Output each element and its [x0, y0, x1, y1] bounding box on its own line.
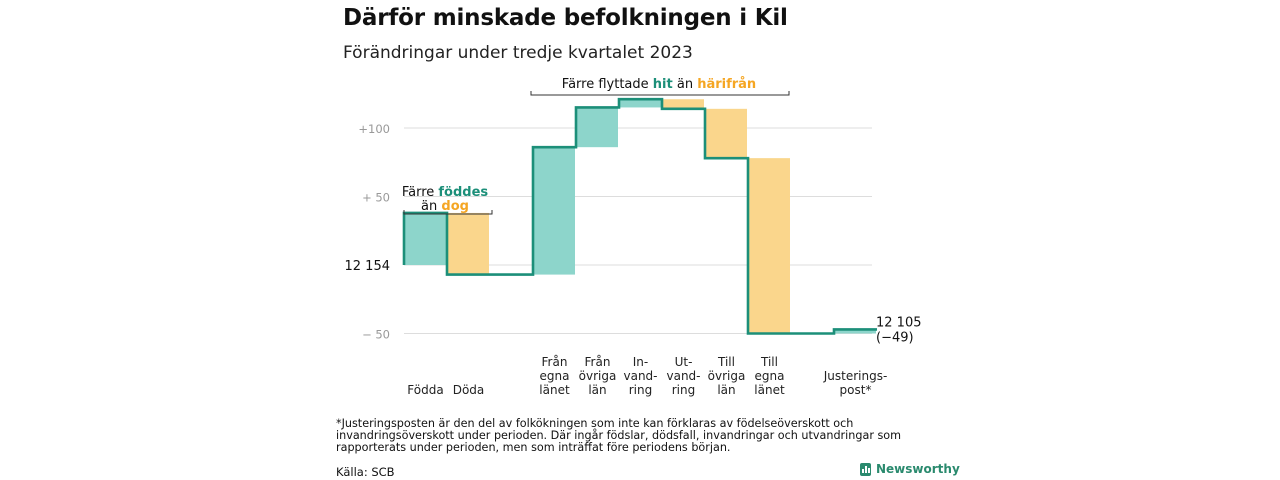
- x-category-label: vand-: [623, 369, 657, 383]
- x-category-label: Till: [760, 355, 778, 369]
- y-tick-label: + 50: [362, 191, 390, 205]
- bar-5: [577, 107, 618, 148]
- x-category-label: Ut-: [675, 355, 693, 369]
- x-category-label: vand-: [666, 369, 700, 383]
- y-tick-label: +100: [358, 122, 390, 136]
- x-category-label: ring: [672, 383, 696, 397]
- x-category-label: Från: [542, 355, 568, 369]
- x-category-label: In-: [633, 355, 648, 369]
- x-category-label: egna: [540, 369, 570, 383]
- bar-4: [534, 147, 575, 275]
- footnote: *Justeringsposten är den del av folkökni…: [336, 417, 902, 454]
- end-change-label: (−49): [876, 330, 914, 345]
- x-category-label: övriga: [708, 369, 746, 383]
- bar-1: [405, 212, 446, 265]
- brand-name: Newsworthy: [876, 462, 960, 476]
- bar-6: [620, 99, 661, 108]
- chart-title: Därför minskade befolkningen i Kil: [343, 5, 788, 31]
- x-category-label: ring: [629, 383, 653, 397]
- bar-2: [448, 212, 489, 275]
- bar-9: [749, 158, 790, 334]
- births-bracket: [403, 210, 493, 215]
- migration-bracket: [530, 91, 790, 96]
- bar-11: [835, 329, 876, 334]
- x-category-label: Från: [585, 355, 611, 369]
- brand-logo[interactable]: Newsworthy: [860, 462, 960, 476]
- bar-7: [663, 99, 704, 109]
- x-category-label: Döda: [453, 383, 485, 397]
- x-category-label: Födda: [407, 383, 443, 397]
- waterfall-step-line: [402, 97, 877, 335]
- migration-annotation: Färre flyttade hit än härifrån: [562, 77, 756, 92]
- x-category-label: Justerings-: [823, 369, 888, 383]
- x-category-labels: Födda DödaFrånegnalänetFrånövrigalänIn-va…: [407, 355, 887, 397]
- end-value-label: 12 105: [876, 315, 922, 330]
- y-tick-label: − 50: [362, 328, 390, 342]
- y-tick-label: 12 154: [345, 259, 391, 274]
- chart-subtitle: Förändringar under tredje kvartalet 2023: [343, 43, 693, 63]
- x-category-label: post*: [840, 383, 872, 397]
- x-category-label: länet: [539, 383, 570, 397]
- births-annotation-line1: Färre föddes: [402, 185, 489, 200]
- bar-8: [706, 108, 747, 159]
- x-category-label: övriga: [579, 369, 617, 383]
- x-category-label: län: [588, 383, 606, 397]
- x-category-label: länet: [754, 383, 785, 397]
- step-line: [402, 97, 877, 335]
- x-category-label: egna: [755, 369, 785, 383]
- newsworthy-logo-icon: [860, 462, 871, 476]
- source-label: Källa: SCB: [336, 465, 395, 479]
- y-tick-labels: +100 + 50 12 154 − 50: [345, 122, 391, 342]
- x-category-label: Till: [717, 355, 735, 369]
- x-category-label: län: [717, 383, 735, 397]
- bars: [405, 99, 876, 334]
- births-annotation-line2: än dog: [421, 199, 469, 214]
